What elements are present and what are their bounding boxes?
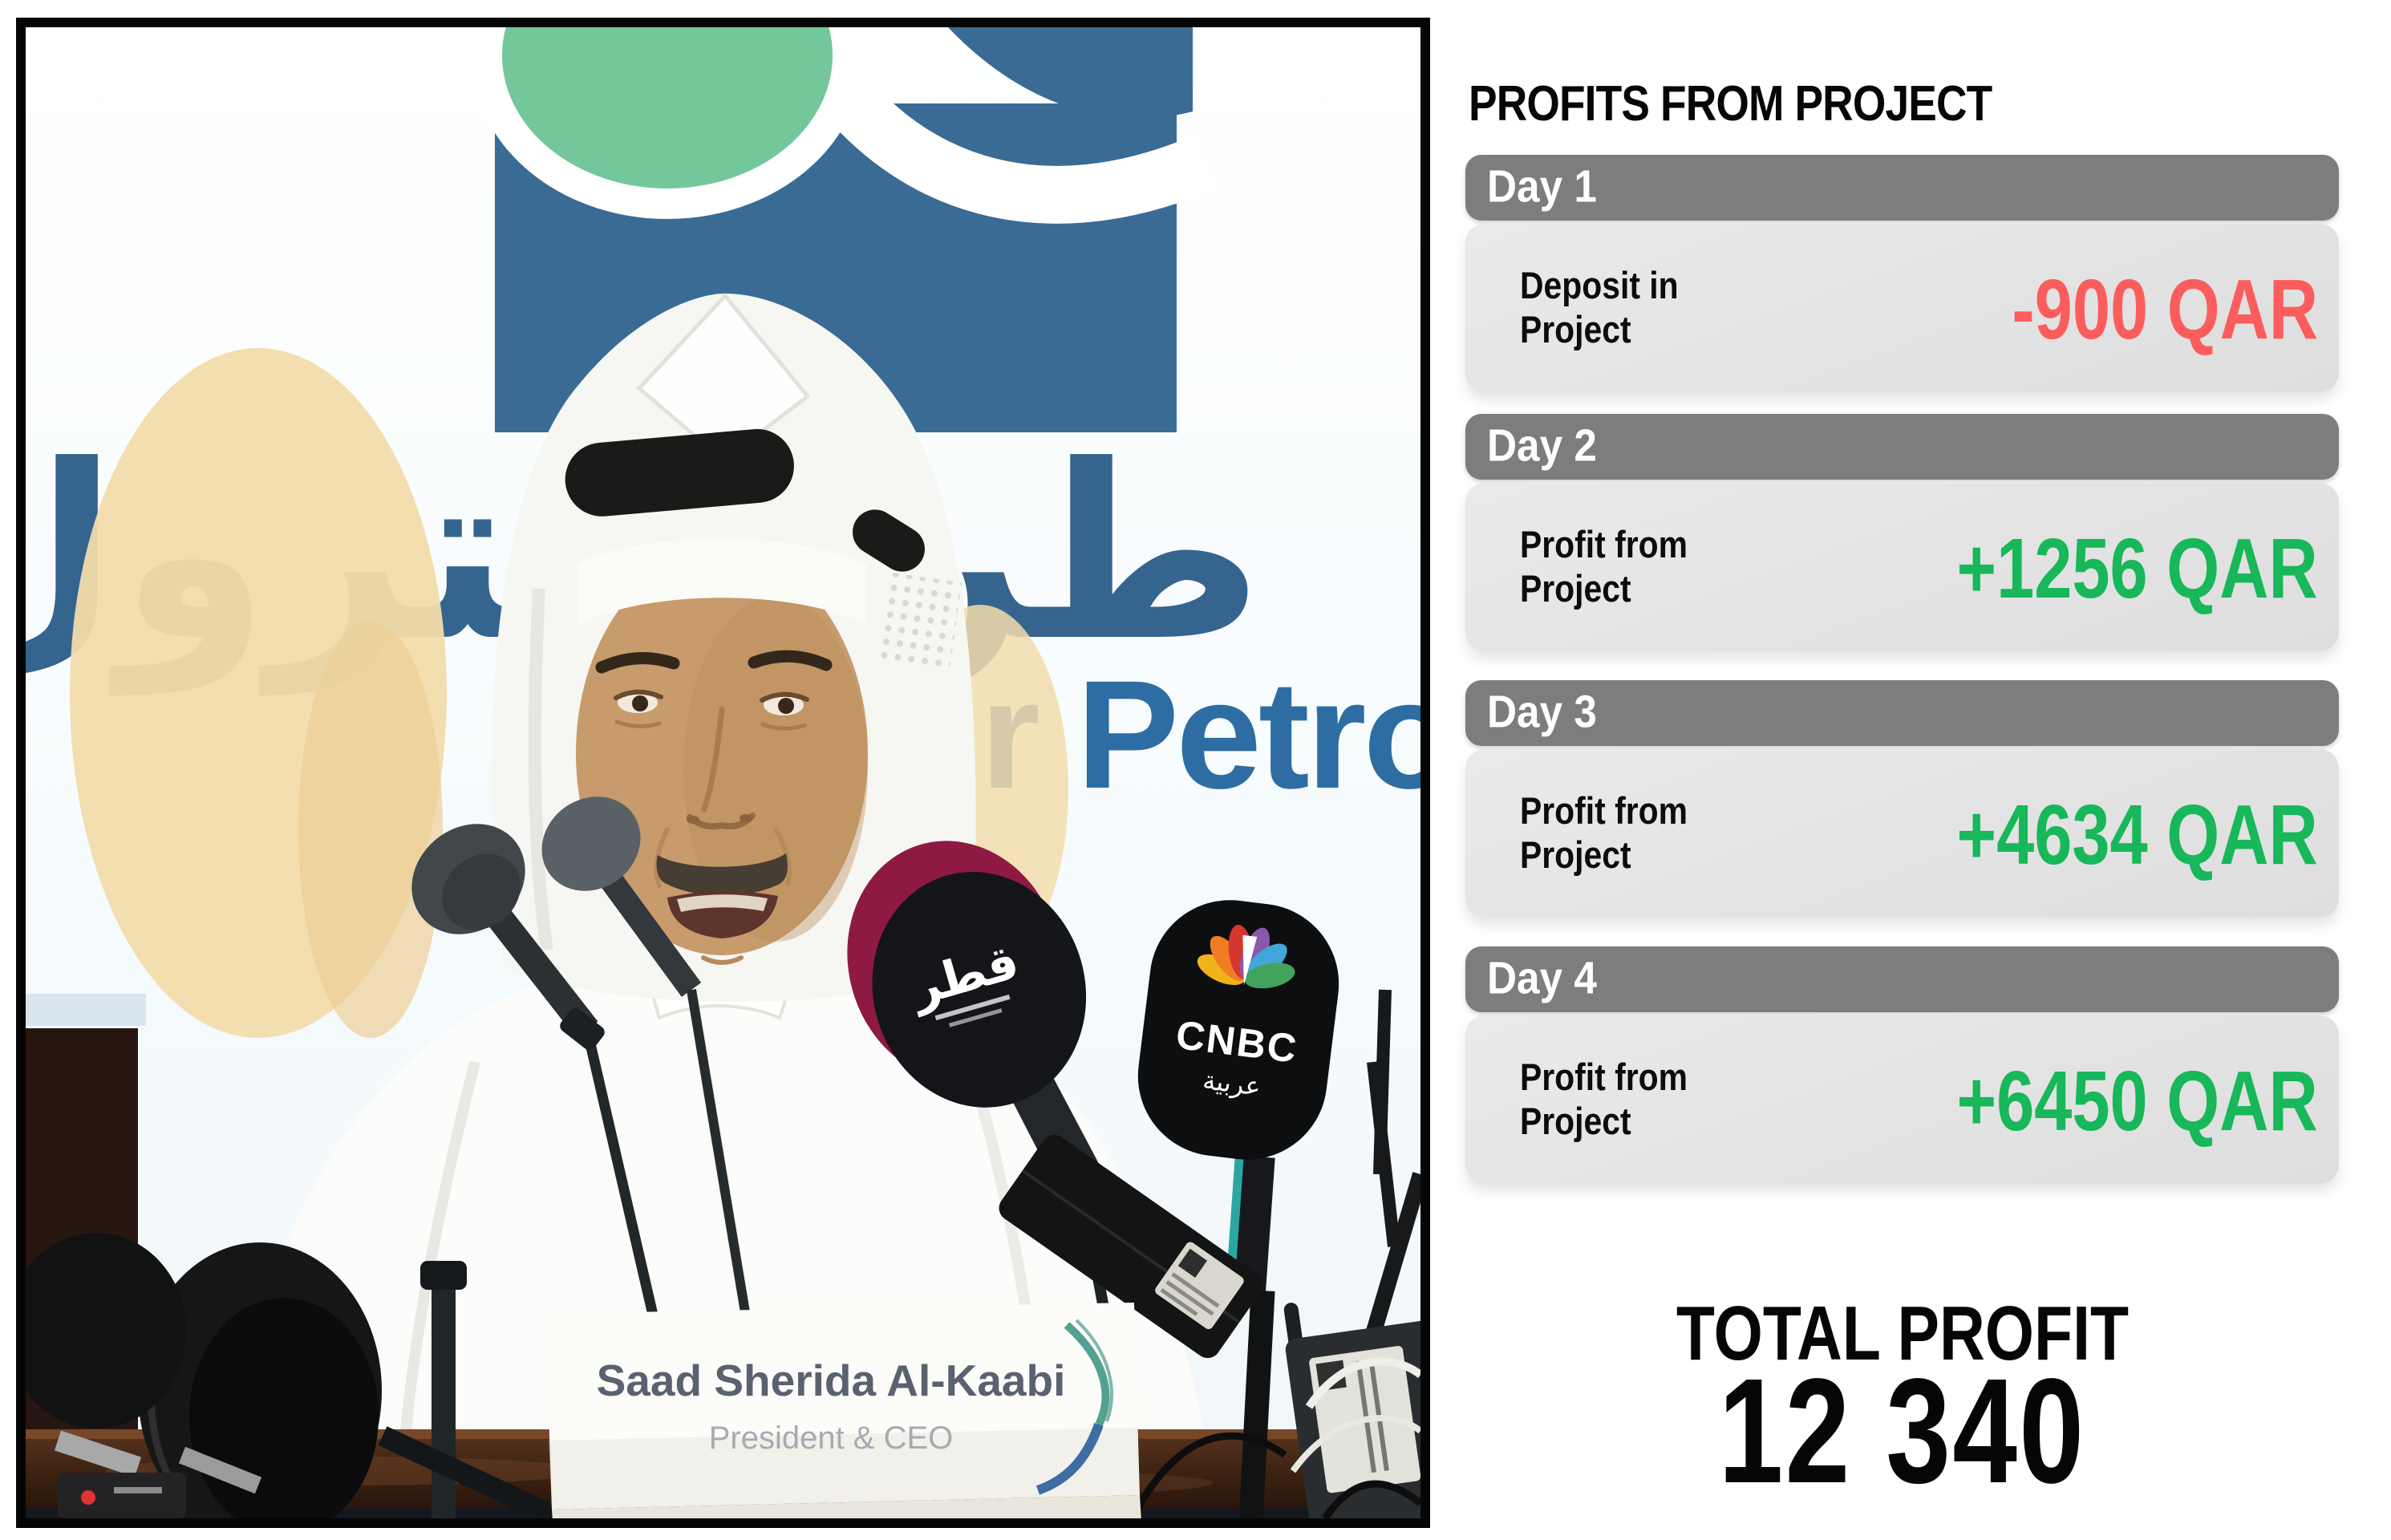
- nameplate-name: Saad Sherida Al-Kaabi: [597, 1356, 1066, 1405]
- agal-band: [565, 428, 794, 517]
- day-3-value: +4634 QAR: [1956, 787, 2318, 882]
- mic-left-pair: [411, 796, 752, 1438]
- nbc-peacock-icon: [1197, 924, 1295, 989]
- mustache: [656, 853, 788, 896]
- panel-title: PROFITS FROM PROJECT: [1469, 76, 1992, 132]
- day-card-3: Day 3 Profit from Project +4634 QAR: [1465, 680, 2339, 918]
- nameplate-swoosh: [1064, 1322, 1110, 1427]
- day-card-2: Day 2 Profit from Project +1256 QAR: [1465, 414, 2339, 651]
- day-3-label: Day 3: [1487, 686, 1597, 738]
- day-3-description: Profit from Project: [1520, 789, 1688, 876]
- day-4-value: +6450 QAR: [1956, 1053, 2318, 1149]
- day-card-2-header: Day 2: [1465, 414, 2339, 480]
- day-card-4: Day 4 Profit from Project +6450 QAR: [1465, 946, 2339, 1184]
- nameplate-title: President & CEO: [709, 1420, 954, 1456]
- right-mic-stand: [1129, 989, 1420, 1518]
- audio-recorder: [58, 1473, 186, 1518]
- facial-features: [595, 650, 833, 965]
- nameplate: Saad Sherida Al-Kaabi President & CEO: [535, 1303, 1145, 1518]
- day-card-4-body: Profit from Project +6450 QAR: [1465, 1015, 2339, 1184]
- recording-light: [81, 1490, 95, 1505]
- day-card-2-body: Profit from Project +1256 QAR: [1465, 483, 2339, 651]
- day-card-1: Day 1 Deposit in Project -900 QAR: [1465, 155, 2339, 392]
- day-card-1-header: Day 1: [1465, 155, 2339, 221]
- day-2-description: Profit from Project: [1520, 523, 1688, 610]
- total-profit-value: 12 340: [1718, 1348, 2086, 1514]
- press-photo: طر للبترول r Petrole: [16, 18, 1430, 1528]
- day-card-3-header: Day 3: [1465, 680, 2339, 746]
- press-photo-illustration: طر للبترول r Petrole: [26, 27, 1420, 1518]
- mic-far-left: [26, 1233, 262, 1518]
- day-card-1-body: Deposit in Project -900 QAR: [1465, 224, 2339, 392]
- cnbc-mic-sublabel: عربية: [1202, 1064, 1263, 1102]
- day-card-4-header: Day 4: [1465, 946, 2339, 1012]
- day-card-3-body: Profit from Project +4634 QAR: [1465, 749, 2339, 918]
- day-1-value: -900 QAR: [2012, 261, 2318, 357]
- day-1-description: Deposit in Project: [1520, 264, 1679, 351]
- ghutra-forehead-band: [577, 539, 866, 625]
- day-2-label: Day 2: [1487, 419, 1597, 472]
- screen-edge: [26, 994, 146, 1026]
- day-4-description: Profit from Project: [1520, 1056, 1688, 1142]
- total-profit-label: TOTAL PROFIT: [1676, 1291, 2129, 1376]
- wireless-transmitter-box: [999, 1134, 1263, 1359]
- profits-panel: PROFITS FROM PROJECT Day 1 Deposit in Pr…: [1465, 0, 2339, 1540]
- ghutra-mesh: [873, 572, 962, 675]
- day-4-label: Day 4: [1487, 952, 1597, 1004]
- day-2-value: +1256 QAR: [1956, 521, 2318, 616]
- mic-centre-foam: [54, 1242, 564, 1518]
- day-1-label: Day 1: [1487, 160, 1597, 213]
